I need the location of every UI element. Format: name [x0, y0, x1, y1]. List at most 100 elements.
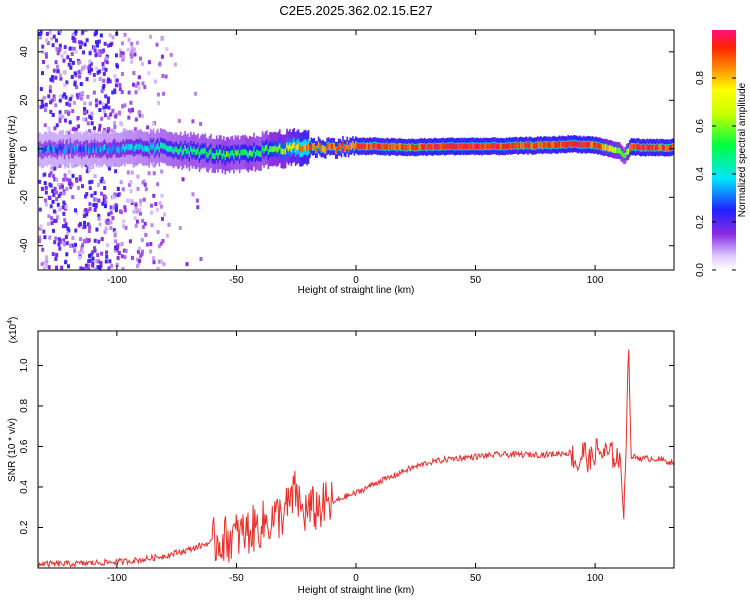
spectrogram-ridge-cell — [342, 141, 344, 148]
spectrogram-ridge-cell — [151, 144, 153, 151]
spectrogram-noise-cell — [64, 177, 68, 182]
spectrogram-noise-cell — [106, 43, 110, 48]
spectrogram-noise-cell — [57, 237, 61, 242]
spectrogram-noise-cell — [108, 259, 112, 264]
spectrogram-noise-cell — [94, 98, 98, 103]
spectrogram-noise-cell — [79, 237, 83, 242]
spectrogram-noise-cell — [150, 210, 154, 215]
spectrogram-ridge-cell — [593, 142, 595, 149]
spectrogram-noise-cell — [47, 126, 51, 131]
spectrogram-noise-cell — [38, 226, 42, 231]
spectrogram-noise-cell — [113, 74, 117, 79]
spectrogram-ridge-cell — [607, 145, 610, 152]
spectrogram-noise-cell — [62, 189, 66, 194]
spectrogram-noise-cell — [114, 206, 118, 211]
spectrogram-noise-cell — [134, 83, 138, 88]
spectrogram-ridge-cell — [264, 145, 267, 152]
spectrogram-noise-cell — [73, 82, 77, 87]
spectrogram-noise-cell — [140, 113, 144, 118]
spectrogram-noise-cell — [124, 248, 128, 253]
spectrogram-noise-cell — [51, 199, 55, 204]
spectrogram-ridge-cell — [177, 148, 179, 155]
spectrogram-noise-cell — [58, 110, 62, 115]
spectrogram-noise-cell — [86, 121, 90, 126]
spectrogram-noise-cell — [56, 202, 60, 207]
spectrogram-noise-cell — [149, 249, 153, 254]
spectrogram-ridge-cell — [309, 146, 311, 153]
spectrogram-noise-cell — [109, 226, 113, 231]
spectrogram-noise-cell — [89, 49, 93, 54]
spectrogram-ridge-cell — [268, 146, 271, 153]
spectrogram-noise-cell — [116, 193, 120, 198]
spectrogram-ridge-cell — [205, 151, 208, 158]
spectrogram-ridge-cell — [541, 142, 544, 149]
spectrogram-noise-cell — [55, 123, 59, 128]
spectrogram-noise-cell — [47, 214, 51, 219]
spectrogram-ridge-cell — [670, 144, 673, 151]
spectrogram-ridge-cell — [498, 144, 501, 150]
spectrogram-noise-cell — [81, 267, 85, 270]
spectrogram-noise-cell — [132, 209, 136, 214]
spectrogram-ridge-cell — [363, 143, 366, 150]
spectrogram-noise-cell — [136, 81, 140, 86]
spectrogram-noise-cell — [103, 230, 107, 235]
spectrogram-noise-cell — [75, 93, 79, 98]
spectrogram-noise-cell — [42, 59, 46, 64]
spectrogram-noise-cell — [104, 200, 108, 205]
spectrogram-noise-cell — [121, 187, 125, 192]
spectrogram-ridge-cell — [271, 146, 274, 153]
spectrogram-noise-cell — [93, 238, 97, 243]
spectrogram-ridge-cell — [574, 140, 577, 147]
spectrogram-noise-cell — [114, 169, 118, 174]
spectrogram-noise-cell — [97, 39, 101, 44]
spectrogram-noise-cell — [62, 58, 66, 63]
spectrogram-noise-cell — [117, 110, 121, 115]
spectrogram-noise-cell — [73, 31, 77, 36]
spectrogram-ridge-cell — [290, 146, 293, 152]
spectrogram-ridge-cell — [400, 144, 403, 151]
spectrogram-noise-cell — [109, 220, 113, 225]
spectrogram-noise-cell — [83, 101, 87, 106]
spectrogram-noise-cell — [92, 73, 96, 78]
spectrogram-noise-cell — [40, 186, 44, 191]
spectrogram-noise-cell — [143, 182, 147, 187]
spectrogram-noise-cell — [136, 174, 140, 179]
spectrogram-noise-cell — [123, 32, 127, 37]
spectrogram-ridge-cell — [564, 141, 567, 148]
spectrogram-ridge-cell — [462, 143, 465, 150]
spectrogram-ridge-cell — [220, 149, 222, 156]
spectrogram-noise-cell — [56, 64, 60, 69]
spectrogram-noise-cell — [149, 242, 153, 247]
spectrogram-noise-cell — [76, 115, 80, 120]
spectrogram-noise-cell — [98, 77, 102, 82]
spectrogram-ridge-cell — [584, 142, 587, 149]
spectrogram-noise-cell — [141, 249, 145, 254]
spectrogram-ridge-cell — [221, 153, 224, 160]
spectrogram-noise-cell — [41, 247, 45, 252]
spectrogram-ridge-cell — [301, 146, 304, 152]
spectrogram-noise-cell — [90, 121, 94, 126]
spectrogram-noise-cell — [113, 192, 117, 197]
spectrogram-ridge-cell — [111, 147, 113, 154]
spectrogram-noise-cell — [90, 164, 94, 169]
spectrogram-ridge-cell — [542, 142, 545, 148]
spectrogram-ridge-cell — [96, 145, 99, 152]
spectrogram-ridge-cell — [431, 144, 433, 150]
spectrogram-ridge-cell — [502, 143, 505, 150]
spectrogram-ridge-cell — [197, 147, 199, 154]
spectrogram-noise-cell — [100, 89, 104, 94]
spectrogram-noise-cell — [119, 242, 123, 247]
spectrogram-noise-cell — [100, 116, 104, 121]
spectrogram-noise-cell — [101, 86, 105, 91]
spectrogram-noise-cell — [107, 105, 111, 110]
spectrogram-ridge-cell — [436, 143, 439, 150]
spectrogram-ridge-cell — [550, 142, 552, 149]
spectrogram-noise-cell — [113, 233, 117, 238]
spectrogram-noise-cell — [73, 248, 77, 253]
spectrogram-noise-cell — [156, 92, 160, 97]
spectrogram-ridge-cell — [469, 143, 472, 150]
spectrogram-noise-cell — [100, 49, 104, 54]
spectrogram-noise-cell — [133, 52, 137, 57]
colorbar-gradient — [712, 30, 736, 270]
spectrogram-noise-cell — [67, 62, 71, 67]
